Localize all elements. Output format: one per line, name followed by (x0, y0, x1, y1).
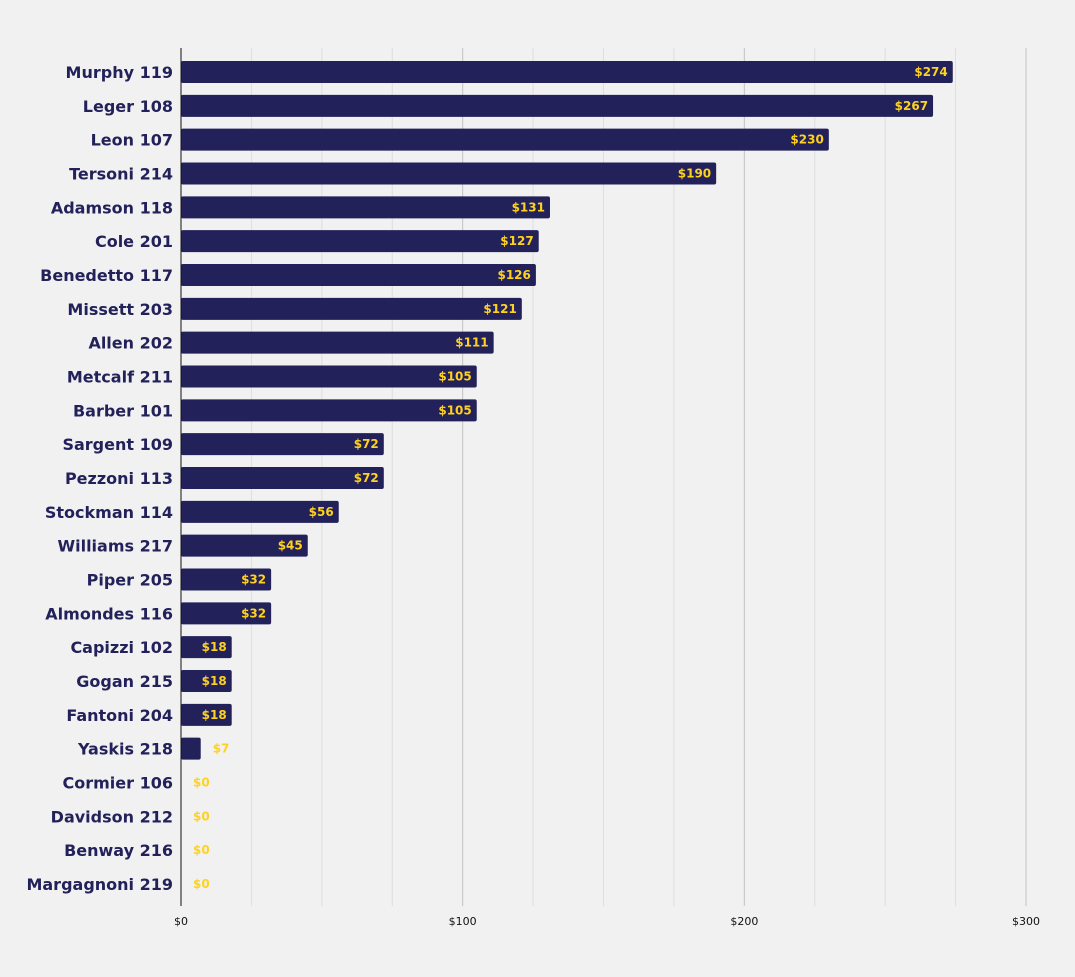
bar (181, 61, 953, 83)
bar (181, 534, 308, 557)
data-label: $111 (455, 336, 488, 350)
bar (181, 331, 494, 354)
category-label: Stockman 114 (45, 503, 173, 522)
category-label: Sargent 109 (62, 435, 173, 454)
data-label: $32 (241, 606, 266, 620)
x-tick-label: $100 (449, 915, 477, 928)
category-label: Metcalf 211 (67, 368, 173, 387)
data-label: $72 (354, 437, 379, 451)
data-label: $0 (193, 776, 210, 790)
data-label: $7 (213, 742, 230, 756)
data-label: $0 (193, 809, 210, 823)
category-label: Benway 216 (64, 841, 173, 860)
category-label: Murphy 119 (66, 63, 173, 82)
category-label: Almondes 116 (45, 604, 173, 623)
bar (181, 128, 829, 151)
bar (181, 433, 384, 456)
data-label: $18 (202, 708, 227, 722)
data-label: $131 (512, 200, 545, 214)
category-label: Gogan 215 (76, 672, 173, 691)
category-label: Cole 201 (95, 232, 173, 251)
bar (181, 297, 522, 320)
data-label: $18 (202, 674, 227, 688)
bar (181, 737, 201, 760)
x-axis: $0 $100 $200 $300 (174, 915, 1040, 928)
bar (181, 670, 232, 692)
category-label: Tersoni 214 (69, 165, 173, 184)
data-label: $190 (678, 167, 711, 181)
category-label: Williams 217 (57, 537, 173, 556)
data-label: $56 (309, 505, 334, 519)
category-label: Fantoni 204 (66, 706, 173, 725)
bar (181, 467, 384, 489)
bar (181, 568, 272, 591)
category-label: Leger 108 (83, 97, 173, 116)
category-label: Capizzi 102 (70, 638, 173, 657)
category-label: Pezzoni 113 (65, 469, 173, 488)
category-label: Margagnoni 219 (26, 875, 173, 894)
data-label: $126 (497, 268, 530, 282)
category-label: Allen 202 (88, 334, 173, 353)
category-label: Piper 205 (87, 571, 173, 590)
bar (181, 399, 477, 422)
bar (181, 602, 272, 625)
category-label: Benedetto 117 (40, 266, 173, 285)
category-label: Adamson 118 (51, 198, 173, 217)
bar (181, 94, 934, 117)
data-label: $267 (895, 99, 928, 113)
bar (181, 500, 339, 523)
grid (250, 48, 1027, 906)
data-label: $32 (241, 573, 266, 587)
data-label: $45 (278, 539, 303, 553)
data-label: $230 (790, 133, 823, 147)
x-tick-label: $0 (174, 915, 188, 928)
x-tick-label: $200 (730, 915, 758, 928)
bar (181, 264, 536, 286)
category-label: Cormier 106 (63, 774, 174, 793)
bar (181, 230, 539, 253)
bar (181, 196, 550, 219)
data-label: $0 (193, 843, 210, 857)
bar (181, 162, 717, 185)
data-label: $121 (483, 302, 516, 316)
category-label: Barber 101 (73, 401, 173, 420)
bar (181, 365, 477, 388)
bars: Murphy 119 $274 Leger 108 $267 Leon 107 $230 T… (26, 61, 953, 894)
category-label: Leon 107 (91, 131, 173, 150)
bar (181, 636, 232, 659)
category-label: Yaskis 218 (77, 740, 173, 759)
bar (181, 703, 232, 726)
category-label: Davidson 212 (51, 807, 173, 826)
data-label: $105 (438, 370, 471, 384)
data-label: $274 (914, 65, 947, 79)
data-label: $0 (193, 877, 210, 891)
data-label: $72 (354, 471, 379, 485)
x-tick-label: $300 (1012, 915, 1040, 928)
data-label: $105 (438, 403, 471, 417)
data-label: $18 (202, 640, 227, 654)
data-label: $127 (500, 234, 533, 248)
category-label: Missett 203 (67, 300, 173, 319)
